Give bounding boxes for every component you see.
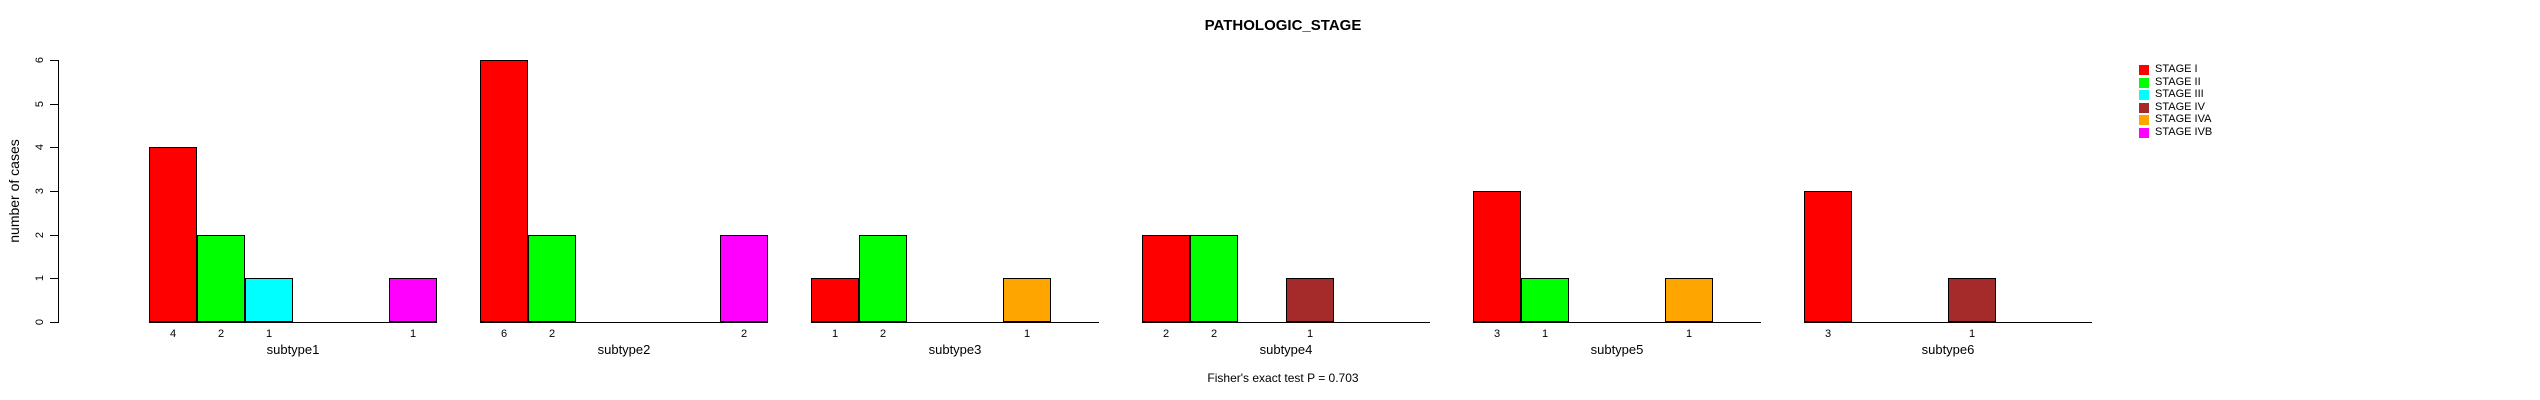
bar-count-label: 2 xyxy=(879,328,887,340)
bar-stage-i xyxy=(811,278,859,322)
bar-stage-ivb xyxy=(720,235,768,322)
x-axis-baseline xyxy=(1142,322,1430,323)
legend-label: STAGE IVA xyxy=(2155,113,2212,125)
bar-stage-i xyxy=(1142,235,1190,322)
legend-label: STAGE IVB xyxy=(2155,126,2213,138)
legend-label: STAGE III xyxy=(2155,88,2204,100)
bar-count-label: 1 xyxy=(1541,328,1549,340)
bar-count-label: 4 xyxy=(169,328,177,340)
y-axis-tick-label: 2 xyxy=(34,231,46,238)
y-axis-tick xyxy=(50,60,58,61)
bar-count-label: 1 xyxy=(1968,328,1976,340)
bar-count-label: 2 xyxy=(1162,328,1170,340)
y-axis-tick-label: 4 xyxy=(34,144,46,151)
bar-count-label: 1 xyxy=(1023,328,1031,340)
bar-count-label: 2 xyxy=(1210,328,1218,340)
legend-item: STAGE IV xyxy=(2139,102,2205,113)
legend-label: STAGE II xyxy=(2155,76,2201,88)
bar-count-label: 1 xyxy=(409,328,417,340)
y-axis-tick-label: 6 xyxy=(34,56,46,64)
bar-stage-iva xyxy=(1003,278,1051,322)
chart-title: PATHOLOGIC_STAGE xyxy=(1204,17,1362,34)
bar-stage-i xyxy=(1473,191,1521,322)
category-label-subtype3: subtype3 xyxy=(928,342,982,357)
bar-count-label: 1 xyxy=(1306,328,1314,340)
category-label-subtype4: subtype4 xyxy=(1259,342,1313,357)
x-axis-baseline xyxy=(149,322,437,323)
legend-item: STAGE III xyxy=(2139,89,2204,100)
legend-swatch-icon xyxy=(2139,77,2149,88)
bar-count-label: 3 xyxy=(1824,328,1832,340)
bar-stage-ii xyxy=(1521,278,1569,322)
x-axis-baseline xyxy=(1473,322,1761,323)
bar-stage-i xyxy=(480,60,528,322)
bar-count-label: 2 xyxy=(217,328,225,340)
x-axis-baseline xyxy=(811,322,1099,323)
y-axis-tick xyxy=(50,278,58,280)
bar-count-label: 1 xyxy=(1685,328,1693,340)
y-axis-tick xyxy=(50,103,58,105)
y-axis-tick xyxy=(50,191,58,192)
y-axis-tick-label: 5 xyxy=(34,100,46,107)
y-axis-tick-label: 3 xyxy=(34,187,46,195)
x-axis-baseline xyxy=(1804,322,2092,323)
bar-stage-ii xyxy=(859,235,907,322)
y-axis-tick-label: 1 xyxy=(34,275,46,282)
category-label-subtype6: subtype6 xyxy=(1921,342,1975,357)
bar-stage-i xyxy=(149,147,197,322)
y-axis-tick xyxy=(50,322,58,323)
bar-count-label: 1 xyxy=(831,328,839,340)
category-label-subtype2: subtype2 xyxy=(597,342,651,357)
legend-item: STAGE IVA xyxy=(2139,114,2211,125)
bar-stage-i xyxy=(1804,191,1852,322)
y-axis-tick-label: 0 xyxy=(34,318,46,326)
bar-stage-iii xyxy=(245,278,293,322)
bar-count-label: 1 xyxy=(265,328,273,340)
bar-stage-iv xyxy=(1948,278,1996,322)
legend-item: STAGE I xyxy=(2139,64,2198,75)
legend-label: STAGE I xyxy=(2155,63,2198,75)
legend-swatch-icon xyxy=(2139,64,2149,75)
legend-swatch-icon xyxy=(2139,114,2149,125)
bar-count-label: 6 xyxy=(500,328,508,340)
legend-swatch-icon xyxy=(2139,127,2149,138)
bar-stage-iv xyxy=(1286,278,1334,322)
fisher-test-note: Fisher's exact test P = 0.703 xyxy=(1207,371,1359,385)
legend-label: STAGE IV xyxy=(2155,101,2205,113)
y-axis-label: number of cases xyxy=(6,139,22,243)
bar-stage-ii xyxy=(1190,235,1238,322)
y-axis-line xyxy=(58,60,59,323)
legend-item: STAGE IVB xyxy=(2139,127,2212,138)
bar-stage-ivb xyxy=(389,278,437,322)
x-axis-baseline xyxy=(480,322,768,323)
y-axis-tick xyxy=(50,234,58,236)
category-label-subtype5: subtype5 xyxy=(1590,342,1644,357)
bar-count-label: 2 xyxy=(548,328,556,340)
bar-stage-ii xyxy=(528,235,576,322)
bar-stage-iva xyxy=(1665,278,1713,322)
legend-swatch-icon xyxy=(2139,89,2149,100)
category-label-subtype1: subtype1 xyxy=(266,342,320,357)
legend-swatch-icon xyxy=(2139,102,2149,113)
bar-count-label: 2 xyxy=(740,328,748,340)
y-axis-tick xyxy=(50,147,58,149)
bar-stage-ii xyxy=(197,235,245,322)
bar-count-label: 3 xyxy=(1493,328,1501,340)
legend-item: STAGE II xyxy=(2139,77,2201,88)
